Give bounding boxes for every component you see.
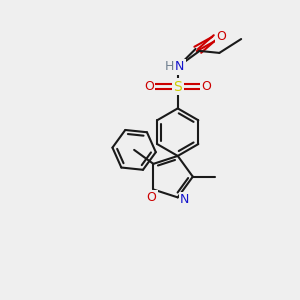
Text: S: S <box>173 80 182 94</box>
Text: H: H <box>165 60 175 73</box>
Text: O: O <box>144 80 154 93</box>
Text: O: O <box>214 32 224 46</box>
Text: O: O <box>146 191 156 204</box>
Text: O: O <box>144 80 154 93</box>
Text: O: O <box>146 191 156 204</box>
Text: N: N <box>180 193 189 206</box>
Text: O: O <box>202 80 212 93</box>
Text: N: N <box>175 60 184 73</box>
Text: N: N <box>180 193 189 206</box>
Text: O: O <box>216 30 226 43</box>
Text: O: O <box>202 80 212 93</box>
Text: O: O <box>216 30 226 43</box>
Text: N: N <box>175 60 184 73</box>
Text: H: H <box>165 60 175 73</box>
Text: S: S <box>173 80 182 94</box>
